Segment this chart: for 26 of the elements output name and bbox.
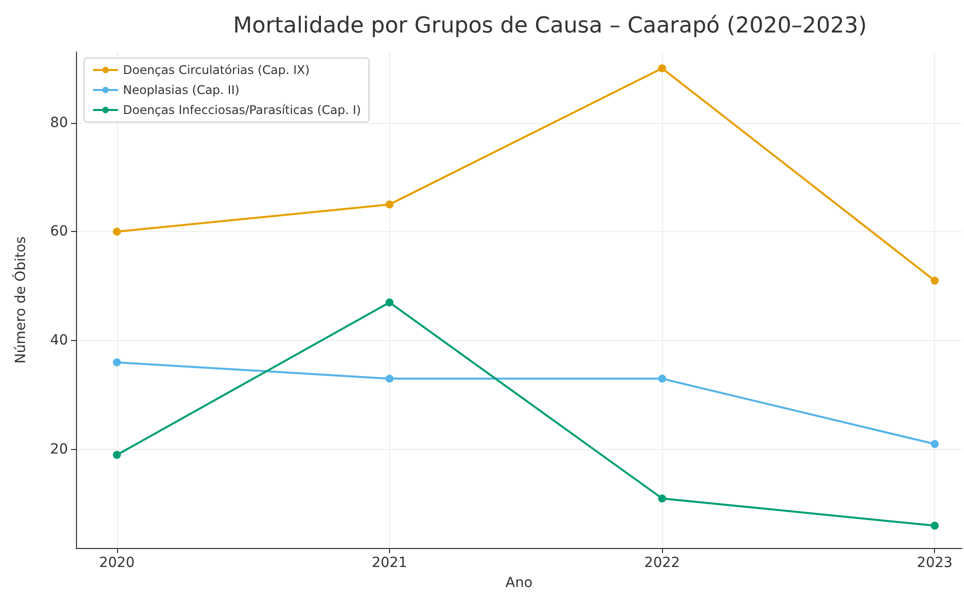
point (112, 358, 121, 366)
point (658, 494, 666, 502)
point (930, 440, 939, 448)
y-tick-label: 60 (50, 224, 68, 240)
point (386, 200, 394, 208)
x-axis-title: Ano (505, 575, 533, 591)
point (112, 450, 121, 459)
point (930, 522, 939, 530)
point (930, 276, 939, 285)
point (386, 298, 394, 306)
legend-label: Doenças Infecciosas/Parasíticas (Cap. I) (123, 103, 361, 117)
x-tick-label: 2023 (916, 555, 953, 571)
y-tick-label: 40 (50, 332, 68, 349)
x-tick-label: 2022 (644, 555, 680, 571)
x-tick-label: 2020 (99, 555, 135, 571)
chart-title: Mortalidade por Grupos de Causa – Caarapó (2020–2023) (233, 14, 867, 38)
y-tick-label: 80 (50, 114, 68, 131)
point (658, 374, 666, 383)
point (658, 64, 666, 72)
point (112, 228, 121, 236)
point (386, 374, 394, 383)
legend-label: Neoplasias (Cap. II) (123, 83, 240, 97)
legend-label: Doenças Circulatórias (Cap. IX) (123, 63, 310, 77)
y-tick-label: 20 (50, 441, 68, 458)
y-axis-title: Número de Óbitos (12, 236, 29, 364)
x-tick-label: 2021 (372, 555, 408, 571)
